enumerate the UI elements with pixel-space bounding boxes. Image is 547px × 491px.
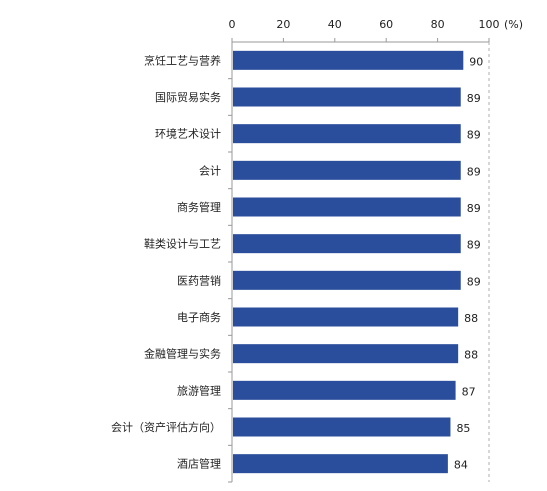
bar [233,197,461,217]
bar [233,417,451,437]
data-label: 89 [467,239,481,252]
bars-layer [233,50,464,474]
category-label: 烹饪工艺与营养 [144,53,221,67]
bar [233,454,448,474]
category-label: 国际贸易实务 [155,90,221,104]
x-tick-label: 0 [229,18,236,31]
category-label: 医药营销 [177,273,221,287]
data-label: 88 [464,349,478,362]
data-label: 84 [454,459,468,472]
data-label: 89 [467,165,481,178]
data-label: 85 [456,422,470,435]
x-unit-label: (%) [504,18,523,31]
axes-layer [228,38,490,483]
bar [233,50,464,70]
labels-layer: 0 20 40 60 80 100 (%) 烹饪工艺与营养 90 国际贸易实务 89 环境艺术设计 89… [111,18,523,472]
bar [233,380,456,400]
bar [233,307,459,327]
category-label: 酒店管理 [177,457,221,471]
category-label: 金融管理与实务 [144,347,221,361]
bar [233,160,461,180]
x-tick-label: 100 [479,18,500,31]
category-label: 会计（资产评估方向） [111,420,221,434]
data-label: 89 [467,275,481,288]
bar [233,234,461,254]
category-label: 旅游管理 [177,383,221,397]
data-label: 89 [467,92,481,105]
category-label: 电子商务 [177,310,221,324]
category-label: 鞋类设计与工艺 [144,237,221,251]
x-tick-label: 80 [431,18,445,31]
bar [233,124,461,144]
data-label: 88 [464,312,478,325]
x-tick-label: 60 [379,18,393,31]
category-label: 商务管理 [177,200,221,214]
category-label: 会计 [199,164,221,177]
bar [233,270,461,290]
data-label: 89 [467,202,481,215]
data-label: 89 [467,129,481,142]
data-label: 87 [462,385,476,398]
data-label: 90 [469,55,483,68]
category-label: 环境艺术设计 [155,127,221,141]
bar [233,87,461,107]
bar [233,344,459,364]
x-tick-label: 40 [328,18,342,31]
x-tick-label: 20 [276,18,290,31]
